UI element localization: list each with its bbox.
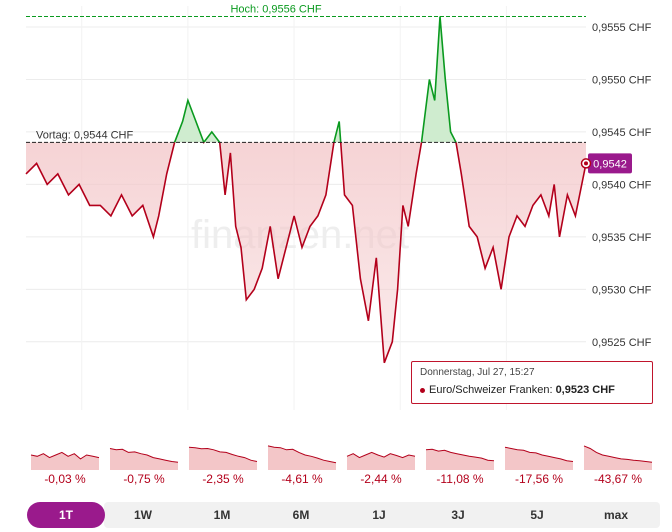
mini-area [584,445,652,470]
mini-chart-7[interactable]: -17,56 % [504,436,574,486]
mini-line [583,445,653,463]
mini-chart-5[interactable]: -2,44 % [346,436,416,486]
series-line-below [25,142,587,364]
mini-chart-svg [583,445,653,470]
mini-area [505,447,573,470]
period-tabbar: 1T 1W 1M 6M 1J 3J 5J max [0,502,672,528]
mini-chart-percent: -4,61 % [281,472,323,486]
mini-chart-svg [109,448,179,470]
last-value-badge [588,153,632,174]
y-tick-label: 0,9530 CHF [592,284,652,296]
mini-chart-percent: -11,08 % [436,472,484,486]
y-tick-label: 0,9525 CHF [592,337,652,349]
mini-line [504,446,574,462]
y-tick-label: 0,9535 CHF [592,232,652,244]
mini-line [425,448,495,462]
tab-max[interactable]: max [603,508,629,522]
y-tick-label: 0,9545 CHF [592,127,652,139]
area-fill-above-baseline [26,16,586,143]
tab-1t[interactable]: 1T [27,502,105,528]
mini-line [30,451,100,460]
tooltip-value: 0,9523 CHF [555,384,615,396]
mini-chart-svg [267,445,337,470]
high-label: Hoch: 0,9556 CHF [230,3,321,15]
y-tick-label: 0,9555 CHF [592,22,652,34]
tooltip-series-name: Euro/Schweizer Franken: [429,384,553,396]
tab-6m[interactable]: 6M [292,508,310,522]
tab-1w[interactable]: 1W [134,508,152,522]
mini-chart-8[interactable]: -43,67 % [583,436,653,486]
mini-chart-4[interactable]: -4,61 % [267,436,337,486]
tab-1m[interactable]: 1M [213,508,231,522]
tooltip-row: Euro/Schweizer Franken: 0,9523 CHF [420,384,644,396]
area-fill-below-baseline [26,142,586,363]
y-tick-label: 0,9540 CHF [592,179,652,191]
mini-chart-1[interactable]: -0,03 % [30,436,100,486]
previous-close-label: Vortag: 0,9544 CHF [36,129,134,141]
mini-line [267,445,337,464]
mini-area [426,449,494,470]
tab-5j[interactable]: 5J [530,508,544,522]
mini-chart-svg [425,448,495,470]
mini-chart-percent: -2,44 % [360,472,402,486]
last-point-dot [584,161,588,166]
mini-chart-svg [504,446,574,470]
mini-chart-3[interactable]: -2,35 % [188,436,258,486]
tooltip-date: Donnerstag, Jul 27, 15:27 [420,367,535,378]
mini-area [268,445,336,470]
mini-chart-percent: -43,67 % [593,472,643,486]
mini-chart-percent: -0,75 % [123,472,165,486]
mini-line [109,448,179,463]
mini-chart-2[interactable]: -0,75 % [109,436,179,486]
y-tick-label: 0,9550 CHF [592,74,652,86]
period-mini-charts: -0,03 % -0,75 % -2,35 % -4,61 % -2,44 % -11,0… [30,436,660,486]
mini-chart-svg [188,446,258,470]
series-dot-icon [420,387,425,393]
mini-chart-percent: -17,56 % [514,472,564,486]
mini-chart-percent: -0,03 % [44,472,86,486]
mini-chart-svg [30,451,100,470]
mini-chart-6[interactable]: -11,08 % [425,436,495,486]
mini-area [110,448,178,470]
mini-chart-svg [346,451,416,470]
mini-chart-percent: -2,35 % [202,472,244,486]
tab-strip-background [104,502,660,528]
tab-1j[interactable]: 1J [372,508,386,522]
tab-3j[interactable]: 3J [451,508,465,522]
mini-area [347,452,415,470]
last-value-label: 0,9542 [593,158,627,170]
mini-line [188,446,258,462]
mini-area [189,447,257,470]
chart-tooltip: Donnerstag, Jul 27, 15:27 Euro/Schweizer… [411,361,653,404]
mini-line [346,451,416,459]
